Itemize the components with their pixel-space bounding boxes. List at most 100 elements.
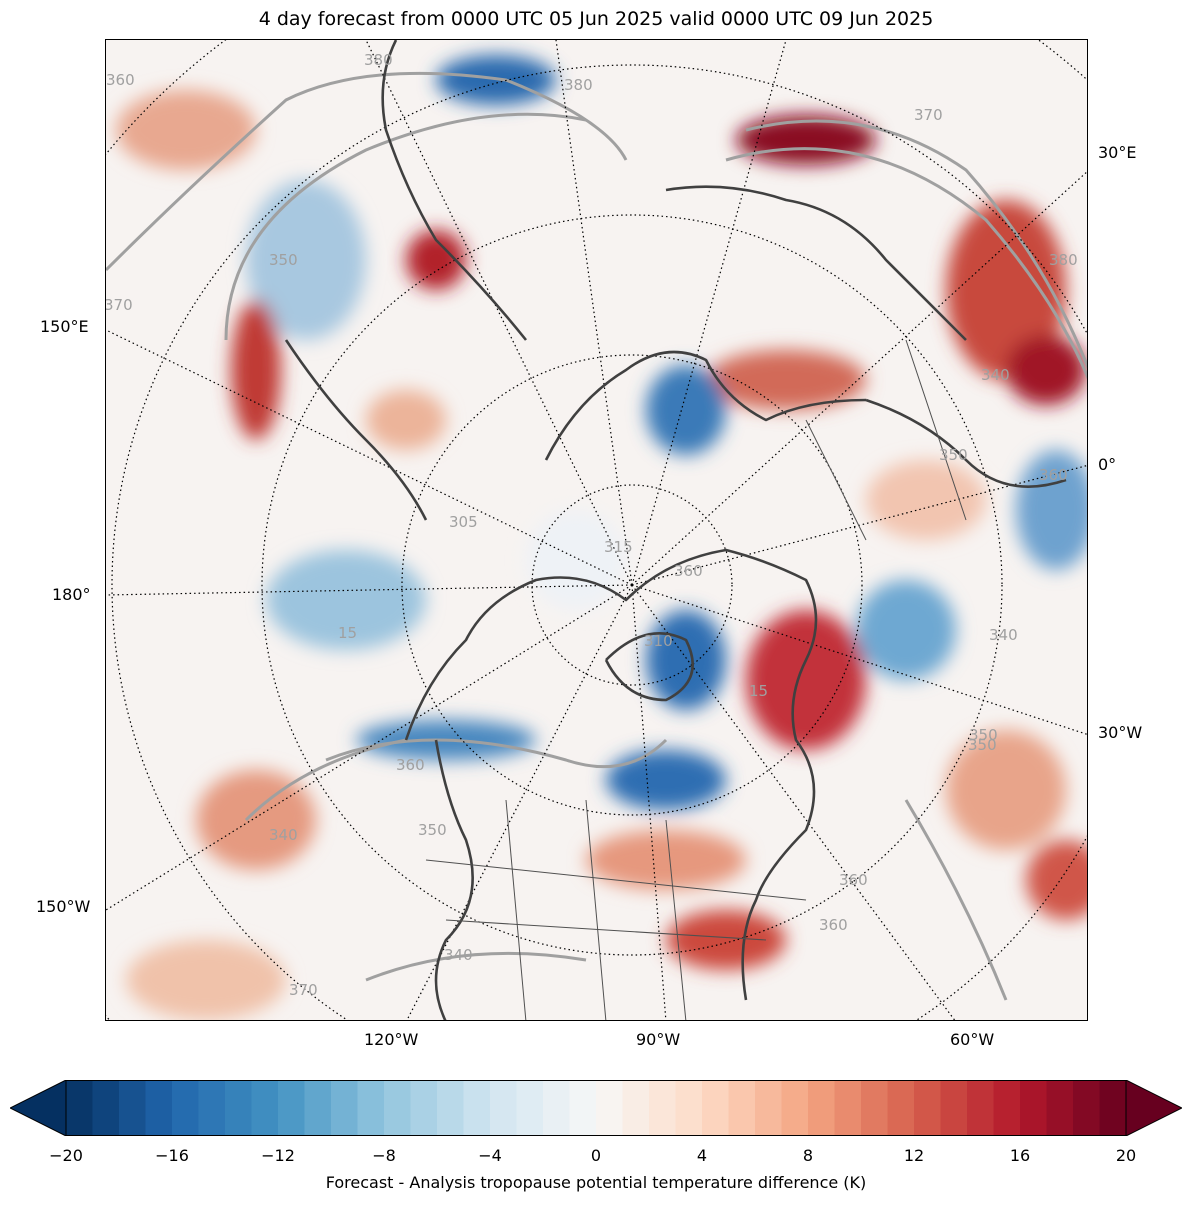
anomaly-field bbox=[116, 55, 1087, 1020]
contour-label: 370 bbox=[289, 981, 318, 999]
colorbar-tick-label: −20 bbox=[49, 1146, 83, 1165]
colorbar-border bbox=[65, 1080, 1127, 1136]
colorbar-segment bbox=[861, 1080, 889, 1136]
contour-label: 340 bbox=[989, 626, 1018, 644]
contour-label: 350 bbox=[418, 821, 447, 839]
contour-label: 380 bbox=[564, 76, 593, 94]
colorbar-extend-low bbox=[8, 1079, 67, 1137]
map-canvas: 360 380 380 370 380 350 370 340 350 360 … bbox=[106, 40, 1087, 1020]
colorbar-segment bbox=[172, 1080, 200, 1136]
colorbar-segment bbox=[357, 1080, 385, 1136]
contour-label: 360 bbox=[1039, 466, 1068, 484]
colorbar-segment bbox=[331, 1080, 359, 1136]
colorbar-tick-label: 16 bbox=[1009, 1146, 1031, 1165]
lon-label-180: 180° bbox=[52, 585, 91, 604]
colorbar-segment bbox=[702, 1080, 730, 1136]
colorbar-segment bbox=[649, 1080, 677, 1136]
colorbar-segment bbox=[384, 1080, 412, 1136]
coastlines bbox=[284, 40, 1067, 1020]
contour-label: 360 bbox=[106, 71, 135, 89]
colorbar-segment bbox=[675, 1080, 703, 1136]
colorbar-segment bbox=[622, 1080, 650, 1136]
contour-label: 15 bbox=[749, 682, 768, 700]
colorbar-segment bbox=[1020, 1080, 1048, 1136]
colorbar-segment bbox=[490, 1080, 518, 1136]
colorbar-segment bbox=[304, 1080, 332, 1136]
contour-label: 350 bbox=[969, 726, 998, 744]
contour-label: 340 bbox=[269, 826, 298, 844]
colorbar-segment bbox=[569, 1080, 597, 1136]
colorbar-tick-label: −4 bbox=[478, 1146, 502, 1165]
colorbar-segment bbox=[755, 1080, 783, 1136]
colorbar-segment bbox=[251, 1080, 279, 1136]
contour-label: 310 bbox=[644, 632, 673, 650]
colorbar-segment bbox=[225, 1080, 253, 1136]
colorbar-segment bbox=[198, 1080, 226, 1136]
lon-label-60w: 60°W bbox=[950, 1030, 995, 1049]
colorbar-tick-label: −12 bbox=[261, 1146, 295, 1165]
colorbar-segment bbox=[1099, 1080, 1127, 1136]
colorbar-segment bbox=[1046, 1080, 1074, 1136]
colorbar-segment bbox=[543, 1080, 571, 1136]
lon-label-30e: 30°E bbox=[1098, 143, 1137, 162]
contour-label: 370 bbox=[106, 296, 133, 314]
colorbar-segment bbox=[781, 1080, 809, 1136]
colorbar-tick-label: 12 bbox=[903, 1146, 925, 1165]
colorbar-segment bbox=[410, 1080, 438, 1136]
lon-label-120w: 120°W bbox=[364, 1030, 419, 1049]
contour-label: 350 bbox=[968, 736, 997, 754]
colorbar-segment bbox=[516, 1080, 544, 1136]
colorbar-segment bbox=[993, 1080, 1021, 1136]
contour-label: 360 bbox=[819, 916, 848, 934]
colorbar-segment bbox=[1073, 1080, 1101, 1136]
borders bbox=[425, 339, 967, 1020]
colorbar-tick-label: 0 bbox=[590, 1146, 602, 1165]
colorbar-tick-label: 4 bbox=[696, 1146, 708, 1165]
contour-label: 360 bbox=[396, 756, 425, 774]
colorbar-segment bbox=[728, 1080, 756, 1136]
contour-label: 350 bbox=[269, 251, 298, 269]
colorbar-tick-label: −8 bbox=[372, 1146, 396, 1165]
lon-label-0: 0° bbox=[1098, 455, 1117, 474]
contour-label: 380 bbox=[1049, 251, 1078, 269]
contour-label: 360 bbox=[839, 871, 868, 889]
colorbar-segment bbox=[278, 1080, 306, 1136]
contour-label: 370 bbox=[914, 106, 943, 124]
colorbar-segment bbox=[940, 1080, 968, 1136]
colorbar-graphic bbox=[8, 1079, 1184, 1137]
contour-label: 305 bbox=[449, 513, 478, 531]
colorbar-segment bbox=[463, 1080, 491, 1136]
contour-label: 340 bbox=[981, 366, 1010, 384]
contour-label: 340 bbox=[444, 946, 473, 964]
lon-label-90w: 90°W bbox=[636, 1030, 681, 1049]
polar-map: 360 380 380 370 380 350 370 340 350 360 … bbox=[105, 39, 1088, 1021]
contour-label: 350 bbox=[939, 446, 968, 464]
colorbar-segment bbox=[808, 1080, 836, 1136]
contour-lines bbox=[106, 71, 1087, 1001]
lon-label-150e: 150°E bbox=[40, 317, 89, 336]
colorbar-segment bbox=[437, 1080, 465, 1136]
colorbar-segment bbox=[66, 1080, 94, 1136]
colorbar-segment bbox=[92, 1080, 120, 1136]
contour-label-layer: 360 380 380 370 380 350 370 340 350 360 … bbox=[106, 51, 1078, 999]
colorbar-segment bbox=[596, 1080, 624, 1136]
colorbar-segment bbox=[145, 1080, 173, 1136]
colorbar-tick-label: 20 bbox=[1115, 1146, 1137, 1165]
colorbar-segment bbox=[887, 1080, 915, 1136]
contour-label: 360 bbox=[674, 562, 703, 580]
figure-title: 4 day forecast from 0000 UTC 05 Jun 2025… bbox=[258, 8, 934, 30]
graticule bbox=[106, 40, 1087, 1020]
colorbar-segment bbox=[834, 1080, 862, 1136]
contour-label: 315 bbox=[604, 538, 633, 556]
colorbar bbox=[8, 1079, 1184, 1137]
lon-label-150w: 150°W bbox=[36, 897, 91, 916]
colorbar-segment bbox=[119, 1080, 147, 1136]
colorbar-extend-high bbox=[1125, 1079, 1184, 1137]
lon-label-30w: 30°W bbox=[1098, 723, 1143, 742]
contour-label: 15 bbox=[338, 624, 357, 642]
colorbar-label: Forecast - Analysis tropopause potential… bbox=[325, 1173, 867, 1192]
colorbar-segment bbox=[967, 1080, 995, 1136]
colorbar-segment bbox=[914, 1080, 942, 1136]
colorbar-tick-label: −16 bbox=[155, 1146, 189, 1165]
colorbar-tick-label: 8 bbox=[802, 1146, 814, 1165]
